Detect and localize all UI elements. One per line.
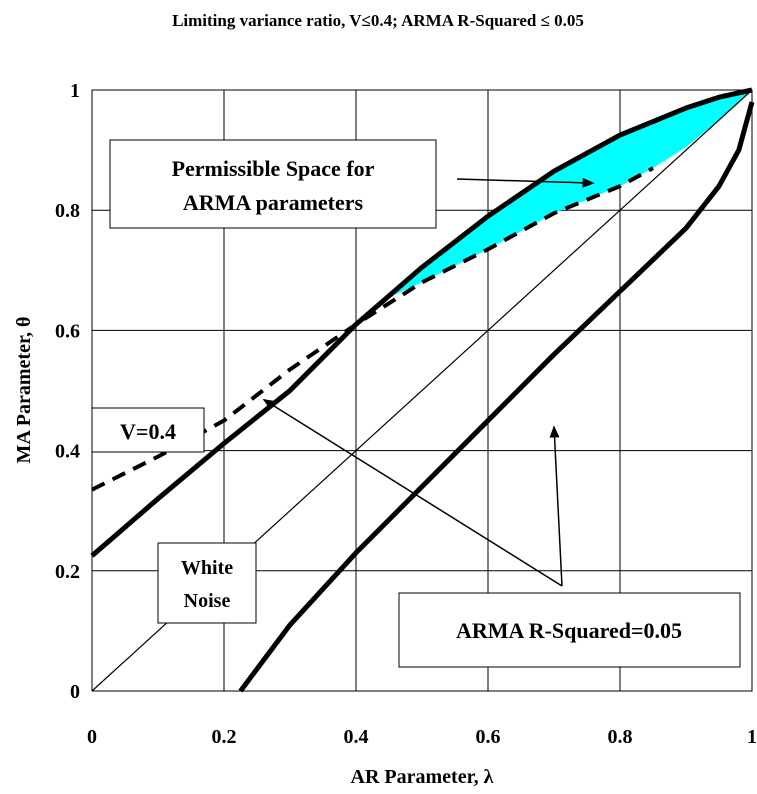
annotation-permissible-line1: Permissible Space for — [172, 156, 375, 181]
series-line-lower-rsq — [238, 101, 755, 693]
annotation-rsquared-label: ARMA R-Squared=0.05 — [456, 618, 682, 643]
y-tick-label: 0 — [70, 681, 80, 703]
x-tick-label: 1 — [747, 726, 757, 748]
y-tick-labels: 0 0.2 0.4 0.6 0.8 1 — [55, 80, 80, 703]
y-tick-label: 0.8 — [55, 200, 80, 222]
y-axis-label: MA Parameter, θ — [13, 317, 35, 464]
annotation-white-noise-line2: Noise — [184, 590, 231, 612]
annotation-white-noise: White Noise — [157, 542, 257, 624]
annotation-v04: V=0.4 — [91, 407, 205, 453]
chart-title: Limiting variance ratio, V≤0.4; ARMA R-S… — [172, 11, 584, 30]
x-tick-label: 0.8 — [608, 726, 633, 748]
annotation-permissible-space: Permissible Space for ARMA parameters — [109, 139, 437, 229]
annotation-v04-label: V=0.4 — [120, 419, 176, 444]
annotation-permissible-line2: ARMA parameters — [183, 190, 364, 215]
arrow-rsquared-lower — [549, 425, 563, 587]
x-tick-label: 0.6 — [476, 726, 501, 748]
y-tick-label: 0.2 — [55, 561, 80, 583]
series-lines — [90, 87, 755, 693]
x-tick-label: 0 — [87, 726, 97, 748]
arrow-permissible — [456, 177, 595, 188]
x-axis-label: AR Parameter, λ — [351, 766, 494, 788]
y-tick-label: 1 — [70, 80, 80, 102]
series-line-upper-rsq — [90, 87, 753, 558]
y-tick-label: 0.4 — [55, 441, 80, 463]
annotation-white-noise-line1: White — [181, 557, 233, 579]
y-tick-label: 0.6 — [55, 320, 80, 342]
x-tick-label: 0.2 — [212, 726, 237, 748]
arrow-rsquared-upper — [262, 398, 563, 587]
annotation-arma-rsquared: ARMA R-Squared=0.05 — [398, 592, 741, 668]
x-tick-labels: 0 0.2 0.4 0.6 0.8 1 — [87, 726, 757, 748]
permissible-space-region — [389, 90, 752, 298]
series-line-variance-ratio — [91, 166, 654, 492]
plot-border — [91, 89, 753, 692]
x-tick-label: 0.4 — [344, 726, 369, 748]
